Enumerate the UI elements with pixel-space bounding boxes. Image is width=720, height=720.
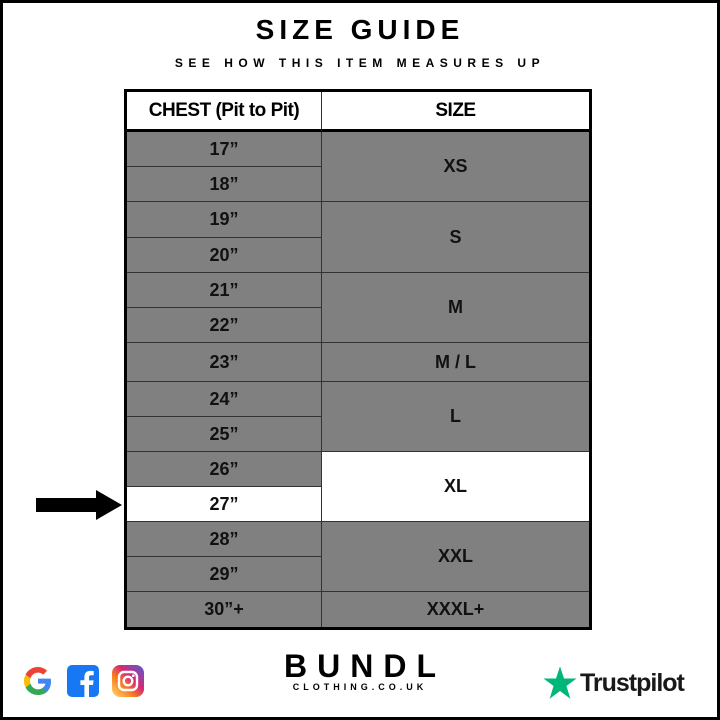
trustpilot-label: Trustpilot xyxy=(580,668,685,697)
size-cell: XXXL+ xyxy=(426,599,485,619)
header-size: SIZE xyxy=(322,92,589,132)
chest-cell: 28” xyxy=(127,522,322,557)
chest-cell: 20” xyxy=(127,238,322,273)
trustpilot-star-icon xyxy=(543,666,577,699)
chest-cell: 22” xyxy=(127,308,322,343)
size-cell: L xyxy=(322,382,589,452)
chest-cell: 19” xyxy=(127,202,322,238)
chest-cell: 25” xyxy=(127,417,322,452)
facebook-icon[interactable] xyxy=(67,665,99,697)
size-cell: S xyxy=(322,202,589,273)
header-chest: CHEST (Pit to Pit) xyxy=(127,92,322,132)
instagram-icon[interactable] xyxy=(112,665,144,697)
brand-name: BUNDL xyxy=(284,648,446,684)
google-icon[interactable] xyxy=(22,665,54,697)
page-subtitle: SEE HOW THIS ITEM MEASURES UP xyxy=(174,56,546,70)
chest-cell: 17” xyxy=(127,132,322,167)
chest-cell: 23” xyxy=(127,343,322,382)
chest-cell: 21” xyxy=(127,273,322,308)
chest-cell: 30”+ xyxy=(127,592,322,627)
size-table: CHEST (Pit to Pit) SIZE 17” 18” 19” 20” 21” 2… xyxy=(124,89,592,630)
brand-logo: BUNDL CLOTHING.CO.UK xyxy=(270,648,450,692)
chest-cell: 27” xyxy=(127,487,322,522)
arrow-right-icon xyxy=(36,490,122,520)
page-title: SIZE GUIDE xyxy=(255,14,465,45)
chest-cell: 26” xyxy=(127,452,322,487)
size-cell: XL xyxy=(322,452,589,522)
social-icons xyxy=(22,665,144,697)
size-cell: M / L xyxy=(322,343,589,382)
chest-cell: 29” xyxy=(127,557,322,592)
chest-cell: 24” xyxy=(127,382,322,417)
size-cell: XS xyxy=(322,132,589,202)
brand-domain: CLOTHING.CO.UK xyxy=(292,682,428,692)
chest-cell: 18” xyxy=(127,167,322,202)
trustpilot-logo[interactable]: Trustpilot xyxy=(542,665,685,701)
size-cell: M xyxy=(322,273,589,343)
size-cell: XXL xyxy=(322,522,589,592)
